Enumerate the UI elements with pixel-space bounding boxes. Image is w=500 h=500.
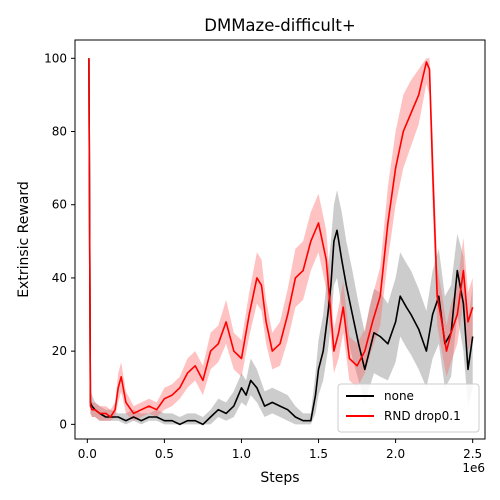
x-tick-label: 1.5 <box>309 447 328 461</box>
x-axis-offset-label: 1e6 <box>462 461 485 475</box>
chart-title: DMMaze-difficult+ <box>204 16 355 35</box>
y-tick-label: 40 <box>52 271 67 285</box>
y-tick-label: 100 <box>44 51 67 65</box>
legend: none RND drop0.1 <box>337 383 480 433</box>
x-tick-label: 0.5 <box>155 447 174 461</box>
series-1-confidence-band <box>88 58 473 421</box>
legend-label-rnd: RND drop0.1 <box>384 409 461 423</box>
y-tick-label: 80 <box>52 125 67 139</box>
legend-label-none: none <box>384 389 414 403</box>
x-axis: 0.0 0.5 1.0 1.5 2.0 2.5 <box>78 439 482 461</box>
x-tick-label: 1.0 <box>232 447 251 461</box>
y-tick-label: 0 <box>59 417 67 431</box>
y-tick-label: 60 <box>52 198 67 212</box>
x-tick-label: 2.0 <box>386 447 405 461</box>
y-axis-title: Extrinsic Reward <box>16 181 32 298</box>
x-tick-label: 2.5 <box>463 447 482 461</box>
x-axis-title: Steps <box>260 470 299 486</box>
series-1-line <box>88 58 474 418</box>
series-0-line <box>88 58 474 426</box>
plot-area <box>88 58 474 426</box>
series-0-confidence-band <box>88 58 473 425</box>
y-tick-label: 20 <box>52 344 67 358</box>
x-tick-label: 0.0 <box>78 447 97 461</box>
y-axis: 0 20 40 60 80 100 <box>44 51 75 431</box>
plot-frame <box>74 39 486 440</box>
